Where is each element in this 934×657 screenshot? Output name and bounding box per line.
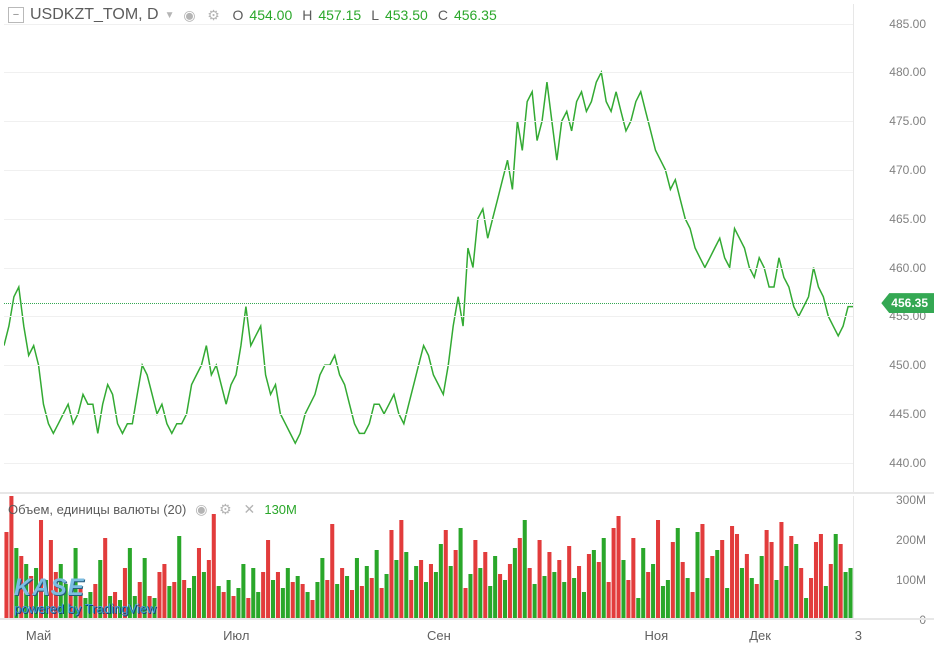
price-y-tick: 465.00 (889, 212, 926, 226)
x-axis-tick: Ноя (644, 628, 668, 643)
ohlc-o-label: O (233, 7, 244, 23)
x-axis-tick: Май (26, 628, 51, 643)
price-y-tick: 475.00 (889, 114, 926, 128)
price-y-tick: 450.00 (889, 358, 926, 372)
trading-chart: − USDKZT_TOM, D ▼ ◉ ⚙ O 454.00 H 457.15 … (0, 0, 934, 657)
price-y-tick: 480.00 (889, 65, 926, 79)
volume-y-tick: 300M (896, 493, 926, 507)
gear-icon[interactable]: ⚙ (205, 6, 223, 24)
watermark: KASE powered by TradingView (14, 575, 156, 616)
ohlc-h-value: 457.15 (318, 7, 361, 23)
eye-icon[interactable]: ◉ (181, 6, 199, 24)
eye-icon[interactable]: ◉ (192, 500, 210, 518)
ohlc-l-value: 453.50 (385, 7, 428, 23)
collapse-icon[interactable]: − (8, 7, 24, 23)
x-axis-tick: Июл (223, 628, 249, 643)
price-y-tick: 470.00 (889, 163, 926, 177)
brand-logo: KASE (14, 575, 156, 601)
chevron-down-icon[interactable]: ▼ (165, 10, 175, 21)
ohlc-l-label: L (371, 7, 379, 23)
chart-legend: − USDKZT_TOM, D ▼ ◉ ⚙ O 454.00 H 457.15 … (8, 6, 497, 24)
current-price-badge: 456.35 (881, 293, 934, 313)
price-y-tick: 440.00 (889, 456, 926, 470)
ohlc-c-label: C (438, 7, 448, 23)
volume-y-tick: 200M (896, 533, 926, 547)
volume-pane: Объем, единицы валюты (20) ◉ ⚙ ✕ 130M KA… (0, 492, 934, 620)
symbol-name[interactable]: USDKZT_TOM, D (30, 6, 159, 24)
price-plot-area[interactable] (4, 4, 854, 492)
x-axis-tick: Сен (427, 628, 451, 643)
volume-value: 130M (264, 502, 297, 517)
x-axis: 3 Май Июл Сен Ноя Дек (0, 618, 934, 657)
x-axis-tick: Дек (749, 628, 771, 643)
price-y-tick: 460.00 (889, 261, 926, 275)
ohlc-h-label: H (302, 7, 312, 23)
gear-icon[interactable]: ⚙ (216, 500, 234, 518)
price-line-svg (4, 4, 853, 492)
powered-by: powered by TradingView (14, 602, 156, 616)
close-icon[interactable]: ✕ (240, 500, 258, 518)
volume-legend: Объем, единицы валюты (20) ◉ ⚙ ✕ 130M (8, 500, 297, 518)
volume-y-tick: 100M (896, 573, 926, 587)
ohlc-c-value: 456.35 (454, 7, 497, 23)
price-y-tick: 485.00 (889, 17, 926, 31)
volume-title: Объем, единицы валюты (20) (8, 502, 186, 517)
price-pane: − USDKZT_TOM, D ▼ ◉ ⚙ O 454.00 H 457.15 … (0, 0, 934, 492)
x-axis-last-tick: 3 (855, 628, 862, 643)
price-y-tick: 445.00 (889, 407, 926, 421)
ohlc-o-value: 454.00 (249, 7, 292, 23)
